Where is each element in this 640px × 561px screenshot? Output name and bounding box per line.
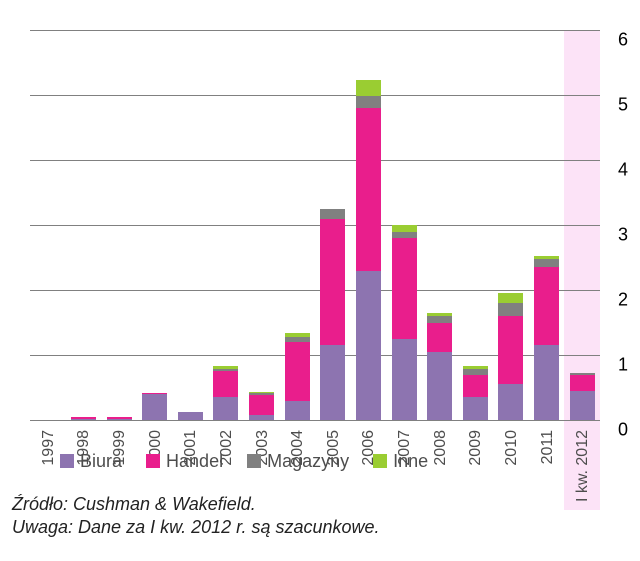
bar-segment [356, 108, 381, 271]
bar-segment [570, 373, 595, 375]
bar-segment [320, 345, 345, 420]
bar-segment [71, 417, 96, 418]
x-tick-label: 2011 [539, 426, 557, 526]
legend-label: Magazyny [267, 451, 349, 471]
bar-segment [71, 419, 96, 420]
x-tick-label: I kw. 2012 [574, 426, 592, 526]
bar-segment [570, 375, 595, 391]
bar-segment [392, 225, 417, 232]
bar-segment [320, 209, 345, 219]
legend-swatch [373, 454, 387, 468]
bar-segment [213, 369, 238, 371]
bar-segment [463, 397, 488, 420]
bar-segment [463, 369, 488, 374]
bar-column [356, 30, 381, 420]
bar-segment [356, 96, 381, 108]
legend-label: Inne [393, 451, 428, 471]
remark-text: Uwaga: Dane za I kw. 2012 r. są szacunko… [12, 517, 380, 538]
bar-segment [213, 371, 238, 397]
bar-segment [534, 345, 559, 420]
bar-segment [285, 337, 310, 342]
bar-segment [498, 303, 523, 316]
bar-column [249, 30, 274, 420]
bar-segment [249, 393, 274, 395]
bar-segment [285, 401, 310, 421]
bar-segment [570, 391, 595, 420]
gridline [30, 420, 600, 421]
x-tick-label: 2009 [467, 426, 485, 526]
x-tick-label: 2007 [396, 426, 414, 526]
y-tick-label: 5 [618, 95, 628, 116]
bar-column [463, 30, 488, 420]
bar-segment [427, 352, 452, 420]
bar-segment [285, 333, 310, 338]
bar-column [178, 30, 203, 420]
bar-column [142, 30, 167, 420]
legend-item: Magazyny [247, 450, 349, 472]
bar-segment [356, 80, 381, 96]
source-text: Źródło: Cushman & Wakefield. [12, 494, 380, 515]
plot-area: 0123456199719981999200020012002200320042… [30, 30, 600, 420]
bar-segment [213, 366, 238, 369]
bar-column [498, 30, 523, 420]
y-tick-label: 2 [618, 290, 628, 311]
bar-segment [249, 415, 274, 420]
bar-segment [320, 219, 345, 346]
legend-item: Handel [146, 450, 223, 472]
bar-segment [463, 375, 488, 398]
x-tick-label: 2010 [503, 426, 521, 526]
legend-item: Inne [373, 450, 428, 472]
bar-segment [107, 417, 132, 418]
y-tick-label: 0 [618, 420, 628, 441]
bar-segment [498, 293, 523, 303]
bar-column [570, 30, 595, 420]
bar-column [285, 30, 310, 420]
bar-column [35, 30, 60, 420]
bar-column [71, 30, 96, 420]
bar-segment [392, 339, 417, 420]
bar-column [107, 30, 132, 420]
legend-label: Handel [166, 451, 223, 471]
bar-segment [392, 232, 417, 239]
bar-segment [534, 256, 559, 259]
chart-container: 0123456199719981999200020012002200320042… [0, 0, 640, 561]
bar-segment [213, 397, 238, 420]
legend-item: Biura [60, 450, 122, 472]
legend-swatch [60, 454, 74, 468]
bar-segment [249, 392, 274, 393]
bar-segment [463, 366, 488, 369]
bar-segment [498, 316, 523, 384]
bar-column [427, 30, 452, 420]
bar-segment [498, 384, 523, 420]
bar-segment [142, 393, 167, 394]
bar-segment [142, 394, 167, 420]
bar-column [392, 30, 417, 420]
y-tick-label: 3 [618, 225, 628, 246]
bar-column [534, 30, 559, 420]
y-tick-label: 1 [618, 355, 628, 376]
legend-swatch [146, 454, 160, 468]
bar-segment [356, 271, 381, 421]
bar-segment [534, 259, 559, 267]
bar-segment [178, 412, 203, 420]
bar-segment [285, 342, 310, 401]
bar-segment [427, 323, 452, 352]
y-tick-label: 4 [618, 160, 628, 181]
bar-segment [534, 267, 559, 345]
legend-label: Biura [80, 451, 122, 471]
x-tick-label: 2008 [432, 426, 450, 526]
bar-column [320, 30, 345, 420]
bar-segment [427, 316, 452, 323]
y-tick-label: 6 [618, 30, 628, 51]
bar-segment [107, 419, 132, 420]
bar-column [213, 30, 238, 420]
bar-segment [392, 238, 417, 339]
legend: Biura Handel Magazyny Inne [60, 450, 580, 472]
legend-swatch [247, 454, 261, 468]
bar-segment [249, 395, 274, 415]
bar-segment [427, 313, 452, 316]
chart-notes: Źródło: Cushman & Wakefield. Uwaga: Dane… [12, 492, 380, 538]
